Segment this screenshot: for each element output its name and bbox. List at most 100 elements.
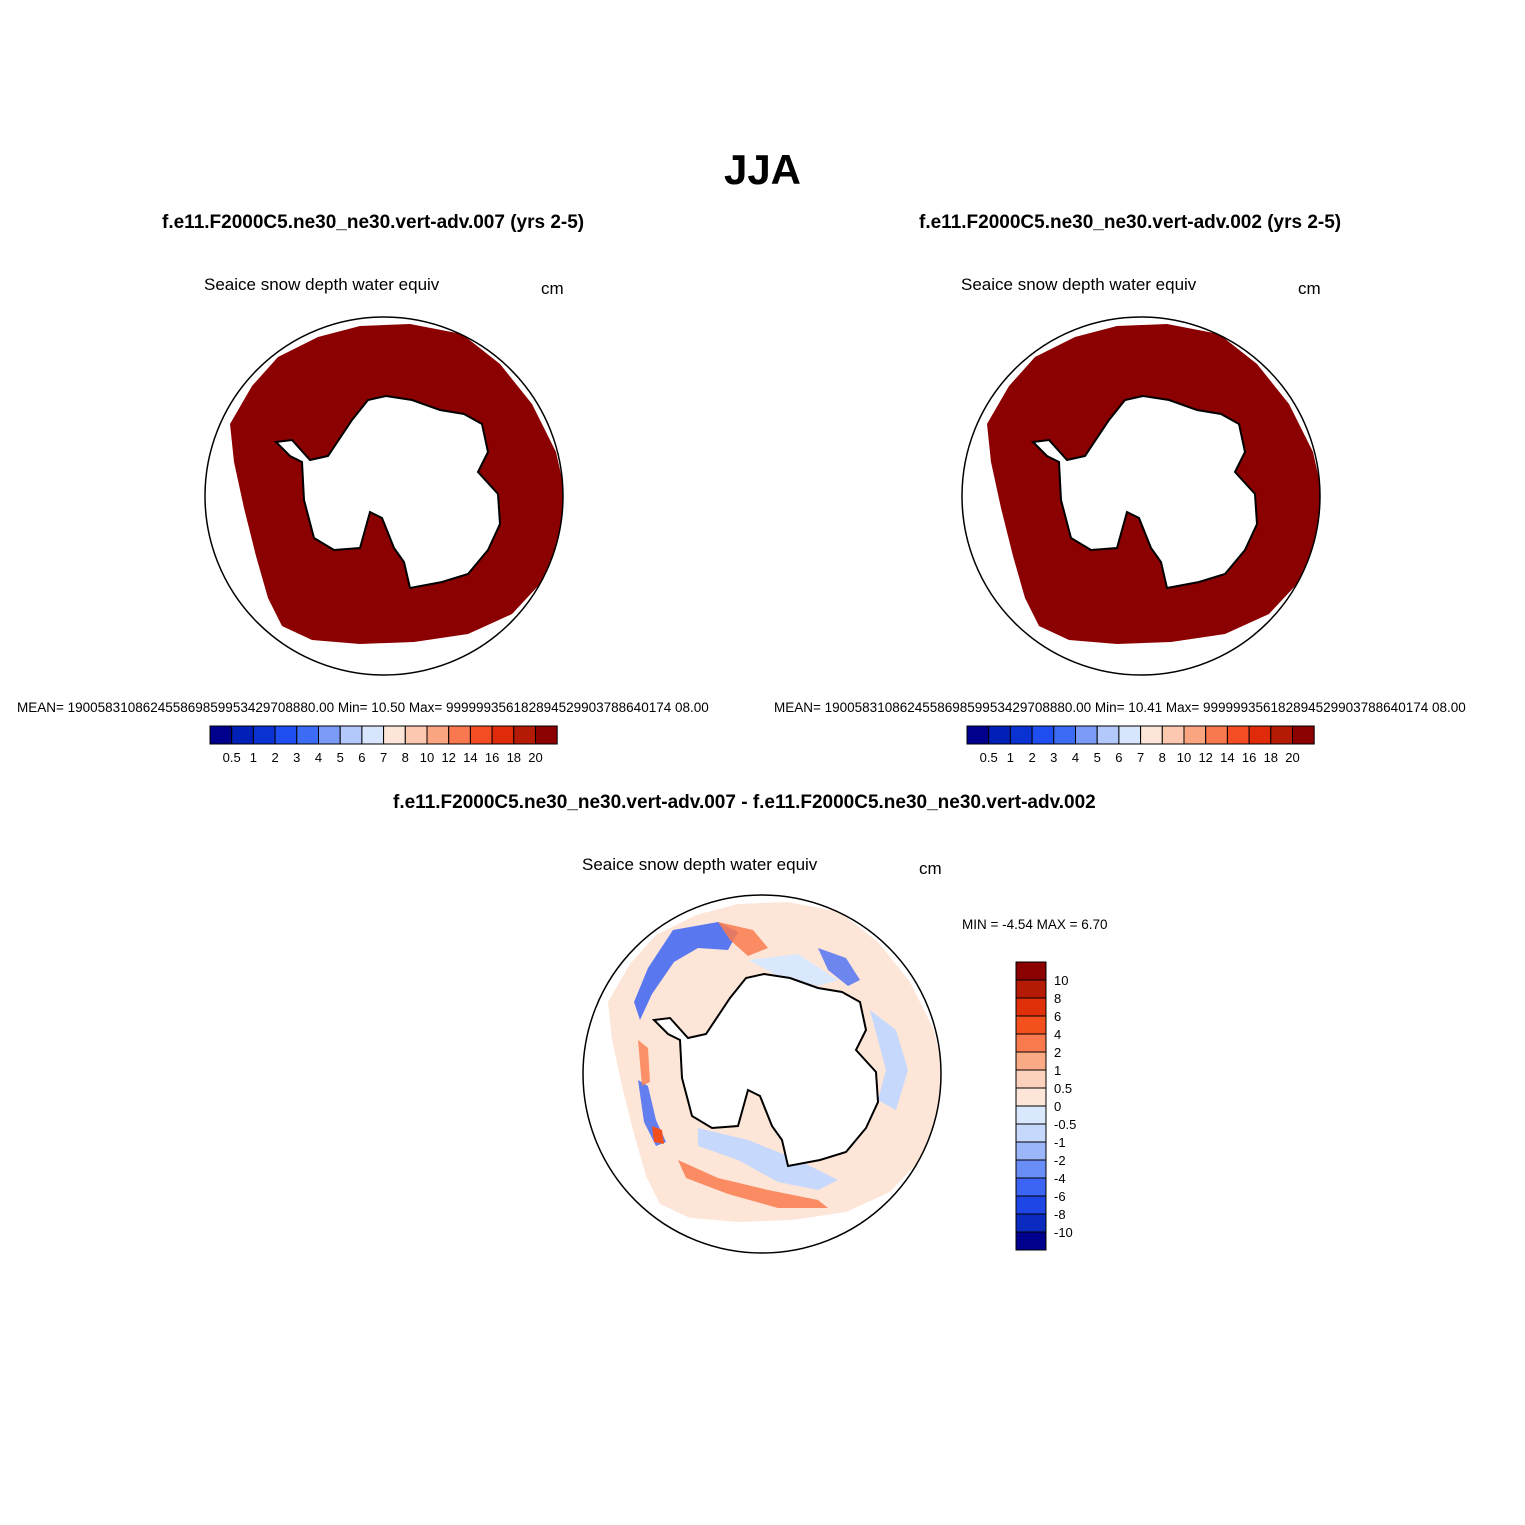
colorbar-tick-label: -10 xyxy=(1054,1225,1073,1240)
colorbar-swatch xyxy=(1292,725,1315,745)
panel-2-case-title: f.e11.F2000C5.ne30_ne30.vert-adv.002 (yr… xyxy=(919,212,1342,233)
colorbar-tick-label: 3 xyxy=(293,750,300,765)
colorbar-swatch xyxy=(491,725,515,745)
colorbar-tick-label: 0.5 xyxy=(980,750,998,765)
colorbar-swatch xyxy=(535,725,558,745)
colorbar-tick-label: 12 xyxy=(441,750,455,765)
colorbar-swatch xyxy=(1205,725,1228,745)
panel-1-stats: MEAN= 190058310862455869859953429708880.… xyxy=(17,700,709,715)
colorbar-tick-label: -4 xyxy=(1054,1171,1066,1186)
colorbar-tick-label: 20 xyxy=(528,750,542,765)
colorbar-swatch xyxy=(1096,725,1120,745)
colorbar-swatch xyxy=(1270,725,1293,745)
colorbar-swatch xyxy=(339,725,363,745)
panel-2-units: cm xyxy=(1298,279,1321,298)
panel-1-antarctica-land xyxy=(273,394,502,590)
colorbar-tick-label: 3 xyxy=(1050,750,1057,765)
colorbar-swatch xyxy=(1015,1195,1047,1215)
diff-positive-anomaly xyxy=(638,1040,650,1086)
colorbar-tick-label: 8 xyxy=(402,750,409,765)
diff-minmax: MIN = -4.54 MAX = 6.70 xyxy=(962,917,1108,932)
colorbar-swatch xyxy=(1183,725,1207,745)
colorbar-tick-label: 20 xyxy=(1285,750,1299,765)
diff-colorbar: 10 8 6 4 2 1 0.5 0 -0.5 -1 -2 -4 -6 -8 -10 xyxy=(1015,961,1076,1251)
colorbar-swatch xyxy=(1015,979,1047,999)
diff-units: cm xyxy=(919,859,942,878)
colorbar-tick-label: 1 xyxy=(1054,1063,1061,1078)
colorbar-swatch xyxy=(1015,961,1047,981)
colorbar-swatch xyxy=(1015,1231,1047,1251)
colorbar-swatch xyxy=(1015,1213,1047,1233)
panel-1-colorbar: 0.5 1 2 3 4 5 6 7 8 10 12 14 16 18 20 xyxy=(209,725,558,765)
colorbar-swatch xyxy=(448,725,471,745)
colorbar-swatch xyxy=(1248,725,1272,745)
colorbar-swatch xyxy=(1015,1123,1047,1143)
colorbar-tick-label: -6 xyxy=(1054,1189,1066,1204)
panel-1-map xyxy=(204,316,564,676)
panel-2-variable-title: Seaice snow depth water equiv xyxy=(961,275,1197,294)
colorbar-swatch xyxy=(1015,1159,1047,1179)
colorbar-tick-label: 0.5 xyxy=(1054,1081,1072,1096)
colorbar-swatch xyxy=(1015,1015,1047,1035)
colorbar-tick-label: 0.5 xyxy=(223,750,241,765)
colorbar-tick-label: 6 xyxy=(1115,750,1122,765)
colorbar-tick-label: 10 xyxy=(420,750,434,765)
colorbar-swatch xyxy=(296,725,320,745)
colorbar-tick-label: 2 xyxy=(1028,750,1035,765)
colorbar-tick-label: 14 xyxy=(463,750,477,765)
colorbar-tick-label: 1 xyxy=(1007,750,1014,765)
diff-negative-anomaly xyxy=(634,922,738,1020)
colorbar-tick-label: 7 xyxy=(380,750,387,765)
colorbar-swatch xyxy=(1226,725,1250,745)
colorbar-swatch xyxy=(1015,1051,1047,1071)
colorbar-tick-label: -2 xyxy=(1054,1153,1066,1168)
colorbar-tick-label: 7 xyxy=(1137,750,1144,765)
colorbar-swatch xyxy=(1118,725,1142,745)
panel-1-variable-title: Seaice snow depth water equiv xyxy=(204,275,440,294)
colorbar-tick-label: -0.5 xyxy=(1054,1117,1076,1132)
colorbar-swatch xyxy=(1053,725,1077,745)
panel-1-case-title: f.e11.F2000C5.ne30_ne30.vert-adv.007 (yr… xyxy=(162,212,585,233)
colorbar-swatch xyxy=(383,725,406,745)
colorbar-tick-label: 4 xyxy=(1054,1027,1061,1042)
colorbar-swatch xyxy=(209,725,233,745)
colorbar-tick-label: 5 xyxy=(1094,750,1101,765)
diff-case-title: f.e11.F2000C5.ne30_ne30.vert-adv.007 - f… xyxy=(393,792,1096,813)
colorbar-swatch xyxy=(1015,1177,1047,1197)
panel-2-map xyxy=(961,316,1321,676)
diff-map-boundary xyxy=(582,894,942,1254)
colorbar-swatch xyxy=(1031,725,1055,745)
page-title: JJA xyxy=(723,146,802,193)
diff-positive-anomaly xyxy=(678,1160,828,1208)
colorbar-swatch xyxy=(231,725,254,745)
colorbar-tick-label: 8 xyxy=(1159,750,1166,765)
colorbar-swatch xyxy=(252,725,276,745)
diff-negative-anomaly xyxy=(748,954,838,986)
colorbar-tick-label: 10 xyxy=(1177,750,1191,765)
colorbar-swatch xyxy=(1015,1033,1047,1053)
panel-2-map-boundary xyxy=(961,316,1321,676)
colorbar-swatch xyxy=(966,725,990,745)
colorbar-swatch xyxy=(361,725,385,745)
panel-2-colorbar: 0.5 1 2 3 4 5 6 7 8 10 12 14 16 18 20 xyxy=(966,725,1315,765)
diff-positive-anomaly xyxy=(718,922,768,956)
colorbar-swatch xyxy=(1015,1069,1047,1089)
colorbar-swatch xyxy=(1015,1105,1047,1125)
colorbar-swatch xyxy=(513,725,536,745)
colorbar-tick-label: 12 xyxy=(1198,750,1212,765)
panel-2-stats: MEAN= 190058310862455869859953429708880.… xyxy=(774,700,1466,715)
colorbar-swatch xyxy=(404,725,428,745)
panel-2-antarctica-land xyxy=(1030,394,1259,590)
diff-negative-anomaly xyxy=(870,1010,908,1110)
colorbar-tick-label: 1 xyxy=(250,750,257,765)
colorbar-tick-label: 6 xyxy=(1054,1009,1061,1024)
colorbar-swatch xyxy=(1015,1087,1047,1107)
panel-1-units: cm xyxy=(541,279,564,298)
diff-negative-anomaly xyxy=(818,948,860,986)
colorbar-swatch xyxy=(1075,725,1098,745)
colorbar-tick-label: 4 xyxy=(315,750,322,765)
colorbar-tick-label: 2 xyxy=(1054,1045,1061,1060)
colorbar-tick-label: 18 xyxy=(1264,750,1278,765)
colorbar-swatch xyxy=(1015,1141,1047,1161)
colorbar-swatch xyxy=(988,725,1011,745)
